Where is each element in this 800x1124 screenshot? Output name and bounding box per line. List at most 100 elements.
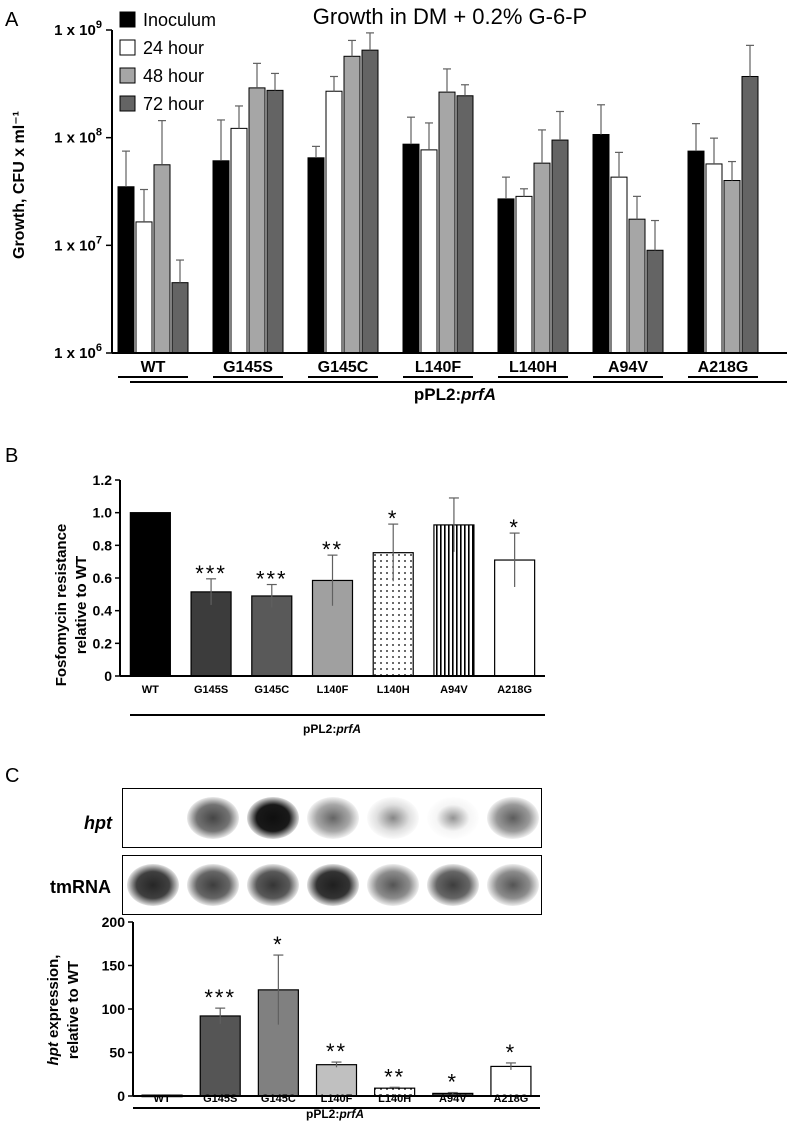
bar-G145S bbox=[190, 591, 232, 677]
bar-L140F-3 bbox=[456, 95, 474, 354]
legend-label-1: 24 hour bbox=[143, 38, 204, 58]
bar-L140F-1 bbox=[420, 149, 438, 354]
chart-c-ylabel: hpt expression, relative to WT bbox=[45, 955, 82, 1066]
category-label: G145S bbox=[194, 684, 228, 696]
bar-G145S bbox=[199, 1015, 241, 1097]
bar-G145C bbox=[251, 595, 293, 677]
legend-swatch-3 bbox=[119, 95, 136, 112]
bar-G145C-0 bbox=[307, 157, 325, 354]
category-label: G145C bbox=[254, 684, 289, 696]
chart-a-axes bbox=[111, 30, 787, 383]
bar-WT-2 bbox=[153, 164, 171, 354]
chart-a-xlabel: pPL2:prfA bbox=[414, 385, 496, 404]
y-tick-label-4: 0.8 bbox=[93, 537, 113, 553]
bar-A94V-2 bbox=[628, 218, 646, 354]
bar-A218G bbox=[490, 1065, 532, 1097]
hpt-band-3 bbox=[307, 797, 359, 839]
category-label: G145S bbox=[203, 1093, 237, 1105]
category-label: L140H bbox=[378, 1093, 411, 1105]
tmrna-band-3 bbox=[307, 864, 359, 906]
chart-a-legend: Inoculum 24 hour 48 hour 72 hour bbox=[119, 10, 216, 114]
chart-c-axes bbox=[132, 922, 540, 1109]
y-tick-label-3: 150 bbox=[102, 958, 126, 974]
bar-G145S-3 bbox=[266, 89, 284, 354]
category-label: L140H bbox=[509, 359, 557, 376]
bar-L140F-2 bbox=[438, 91, 456, 354]
tmrna-band-5 bbox=[427, 864, 479, 906]
category-label: A94V bbox=[440, 684, 468, 696]
blot-hpt bbox=[122, 788, 542, 848]
category-label: L140F bbox=[415, 359, 461, 376]
chart-a-title: Growth in DM + 0.2% G-6-P bbox=[313, 4, 587, 29]
chart-a-y-ticks: 1 x 106 1 x 107 1 x 108 1 x 109 bbox=[54, 19, 112, 362]
panel-b: B Fosfomycin resistance relative to WT 0 0… bbox=[5, 445, 545, 736]
bar-WT bbox=[129, 512, 171, 677]
bar-G145S-2 bbox=[248, 87, 266, 354]
chart-c-y-ticks: 0 50 100 150 200 bbox=[102, 914, 133, 1104]
panel-a: A Growth in DM + 0.2% G-6-P Growth, CFU … bbox=[5, 4, 787, 404]
hpt-band-2 bbox=[247, 797, 299, 839]
panel-label-c: C bbox=[5, 765, 19, 787]
category-label: A218G bbox=[497, 684, 532, 696]
y-tick-label-6: 1.2 bbox=[93, 472, 113, 488]
category-label: G145C bbox=[318, 359, 369, 376]
y-tick-label-4: 200 bbox=[102, 914, 126, 930]
hpt-band-5 bbox=[427, 797, 479, 839]
hpt-band-4 bbox=[367, 797, 419, 839]
panel-label-b: B bbox=[5, 445, 18, 467]
chart-b-xlabel: pPL2:prfA bbox=[303, 722, 361, 736]
legend-label-3: 72 hour bbox=[143, 94, 204, 114]
tmrna-band-1 bbox=[187, 864, 239, 906]
category-label: L140H bbox=[377, 684, 410, 696]
category-label: A94V bbox=[439, 1093, 467, 1105]
y-tick-label-2: 0.4 bbox=[93, 603, 113, 619]
tmrna-band-0 bbox=[127, 864, 179, 906]
bar-G145S-0 bbox=[212, 160, 230, 354]
category-label: G145C bbox=[261, 1093, 296, 1105]
chart-b-ylabel: Fosfomycin resistance relative to WT bbox=[53, 524, 90, 687]
panel-c: C hpt expression, relative to WT 0 50 100 15… bbox=[5, 765, 540, 1121]
category-label: WT bbox=[154, 1093, 171, 1105]
chart-a-categories: WT G145S G145C L140F L140H A94V A218G bbox=[118, 359, 758, 378]
y-tick-label-1: 0.2 bbox=[93, 635, 113, 651]
bar-L140H-2 bbox=[533, 162, 551, 354]
legend-swatch-1 bbox=[119, 39, 136, 56]
blot-tmrna-label: tmRNA bbox=[50, 877, 111, 897]
chart-c-bars: ******** ** bbox=[141, 932, 532, 1098]
legend-label-2: 48 hour bbox=[143, 66, 204, 86]
tmrna-band-2 bbox=[247, 864, 299, 906]
y-tick-label-1: 50 bbox=[109, 1045, 125, 1061]
tmrna-band-6 bbox=[487, 864, 539, 906]
y-tick-label-0: 0 bbox=[104, 668, 112, 684]
category-label: WT bbox=[142, 684, 159, 696]
category-label: L140F bbox=[321, 1093, 353, 1105]
bar-WT-0 bbox=[117, 186, 135, 354]
y-tick-label-5: 1.0 bbox=[93, 505, 113, 521]
bar-WT-1 bbox=[135, 221, 153, 354]
bar-G145C-2 bbox=[343, 55, 361, 354]
significance-L140H: ** bbox=[384, 1064, 405, 1089]
y-tick-label-0: 1 x 106 bbox=[54, 342, 102, 362]
bar-G145C-3 bbox=[361, 49, 379, 354]
legend-label-0: Inoculum bbox=[143, 10, 216, 30]
chart-a-ylabel: Growth, CFU x ml⁻¹ bbox=[11, 111, 28, 259]
chart-a-bars bbox=[117, 32, 759, 354]
category-label: WT bbox=[141, 359, 166, 376]
bar-A218G-2 bbox=[723, 180, 741, 354]
hpt-band-6 bbox=[487, 797, 539, 839]
hpt-band-1 bbox=[187, 797, 239, 839]
significance-G145C: *** bbox=[256, 567, 288, 592]
chart-b-bars: *** ****** * bbox=[129, 497, 536, 677]
chart-b-axes bbox=[119, 480, 545, 716]
bar-WT-3 bbox=[171, 282, 189, 354]
bar-A218G-1 bbox=[705, 163, 723, 354]
significance-G145C: * bbox=[273, 932, 284, 957]
y-tick-label-3: 0.6 bbox=[93, 570, 113, 586]
legend-swatch-0 bbox=[119, 11, 136, 28]
significance-A218G: * bbox=[509, 515, 520, 540]
bar-G145S-1 bbox=[230, 127, 248, 354]
bar-A94V-0 bbox=[592, 134, 610, 354]
category-label: A94V bbox=[608, 359, 648, 376]
chart-b-categories: WT G145S G145C L140F L140H A94V A218G bbox=[142, 684, 532, 696]
